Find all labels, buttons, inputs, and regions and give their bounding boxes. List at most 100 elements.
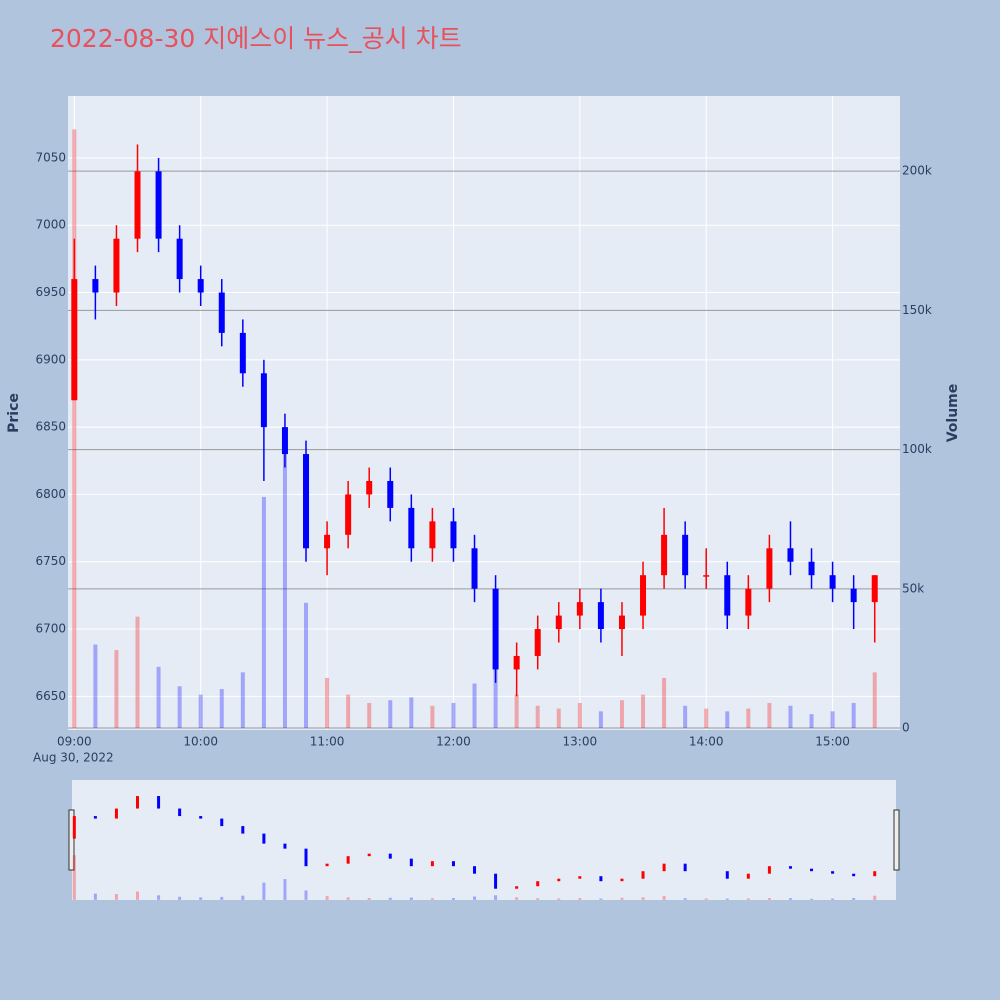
y-tick-label: 6650 <box>35 689 66 703</box>
volume-bar <box>493 666 498 729</box>
volume-bar <box>156 666 161 729</box>
candle-body <box>387 480 394 508</box>
volume-bar <box>325 677 330 729</box>
candle-body <box>366 480 373 495</box>
mini-volume-bar <box>346 897 350 900</box>
candle-body <box>492 588 499 670</box>
mini-volume-bar <box>430 898 434 900</box>
mini-volume-bar <box>662 896 666 900</box>
candle-body <box>703 575 710 577</box>
x-tick-label: 12:00 <box>436 735 471 749</box>
volume-bar <box>598 711 603 729</box>
x-date-label: Aug 30, 2022 <box>33 751 114 765</box>
candle-body <box>850 588 857 603</box>
volume-bar <box>514 694 519 729</box>
candle-body <box>324 534 331 549</box>
volume-bar <box>809 714 814 729</box>
candle-body <box>429 521 436 549</box>
volume-bar <box>704 708 709 729</box>
mini-volume-bar <box>641 897 645 900</box>
candle-body <box>197 279 204 293</box>
volume-bar <box>261 496 266 729</box>
y2-axis-title: Volume <box>945 384 961 443</box>
candle-body <box>682 534 689 576</box>
volume-bar <box>872 672 877 729</box>
candle-body <box>134 171 141 239</box>
candle-body <box>618 615 625 630</box>
candle-body <box>766 548 773 589</box>
range-slider[interactable] <box>72 780 896 900</box>
mini-volume-bar <box>788 898 792 900</box>
mini-volume-bar <box>557 898 561 900</box>
candle-body <box>808 561 815 576</box>
volume-bar <box>135 616 140 729</box>
y-tick-label: 6800 <box>35 487 66 501</box>
mini-volume-bar <box>515 897 519 900</box>
mini-volume-bar <box>578 897 582 900</box>
x-tick-label: 10:00 <box>183 735 218 749</box>
candle-body <box>787 548 794 562</box>
mini-volume-bar <box>536 898 540 900</box>
plot-area <box>68 96 900 730</box>
candle-body <box>239 332 246 374</box>
mini-volume-bar <box>93 893 97 900</box>
mini-volume-bar <box>704 898 708 900</box>
x-tick-label: 09:00 <box>57 735 92 749</box>
volume-bar <box>577 702 582 729</box>
volume-bar <box>114 650 119 729</box>
candle-body <box>555 615 562 630</box>
mini-volume-bar <box>451 897 455 900</box>
mini-volume-bar <box>620 897 624 900</box>
volume-bar <box>451 702 456 729</box>
candle-body <box>513 655 520 670</box>
volume-bar <box>472 683 477 729</box>
y2-tick-label: 200k <box>902 164 932 178</box>
chart-title: 2022-08-30 지에스이 뉴스_공시 차트 <box>50 24 462 53</box>
candle-body <box>155 171 162 239</box>
volume-bar <box>556 708 561 729</box>
mini-volume-bar <box>831 898 835 900</box>
candle-body <box>450 521 457 549</box>
volume-bar <box>619 700 624 729</box>
mini-volume-bar <box>494 895 498 900</box>
range-handle[interactable] <box>68 809 75 871</box>
y-tick-label: 6750 <box>35 554 66 568</box>
mini-volume-bar <box>367 897 371 900</box>
mini-volume-bar <box>388 897 392 900</box>
y-tick-label: 6700 <box>35 622 66 636</box>
volume-bar <box>240 672 245 729</box>
mini-volume-bar <box>683 898 687 900</box>
mini-volume-bar <box>767 897 771 900</box>
candle-body <box>576 602 583 616</box>
x-tick-label: 13:00 <box>563 735 598 749</box>
volume-bar <box>746 708 751 729</box>
volume-bar <box>641 694 646 729</box>
x-tick-label: 14:00 <box>689 735 724 749</box>
candle-body <box>218 292 225 333</box>
candle-body <box>281 427 288 455</box>
range-handle[interactable] <box>893 809 900 871</box>
y2-tick-label: 100k <box>902 442 932 456</box>
volume-bar <box>367 702 372 729</box>
y2-tick-label: 50k <box>902 581 924 595</box>
y-axis-title: Price <box>6 393 22 433</box>
volume-bar <box>767 702 772 729</box>
volume-bar <box>683 705 688 729</box>
candle-body <box>829 575 836 589</box>
volume-bar <box>409 697 414 729</box>
mini-volume-bar <box>136 891 140 900</box>
y-tick-label: 6900 <box>35 352 66 366</box>
mini-volume-bar <box>114 894 118 900</box>
candle-body <box>71 279 78 401</box>
mini-volume-bar <box>72 855 76 900</box>
candle-body <box>260 373 267 428</box>
mini-volume-bar <box>725 898 729 900</box>
y-tick-label: 6950 <box>35 285 66 299</box>
mini-volume-bar <box>325 896 329 900</box>
candle-body <box>745 588 752 616</box>
y-tick-label: 6850 <box>35 420 66 434</box>
candle-body <box>534 629 541 656</box>
candle-body <box>408 507 415 549</box>
y2-tick-label: 0 <box>902 721 910 735</box>
volume-bar <box>788 705 793 729</box>
